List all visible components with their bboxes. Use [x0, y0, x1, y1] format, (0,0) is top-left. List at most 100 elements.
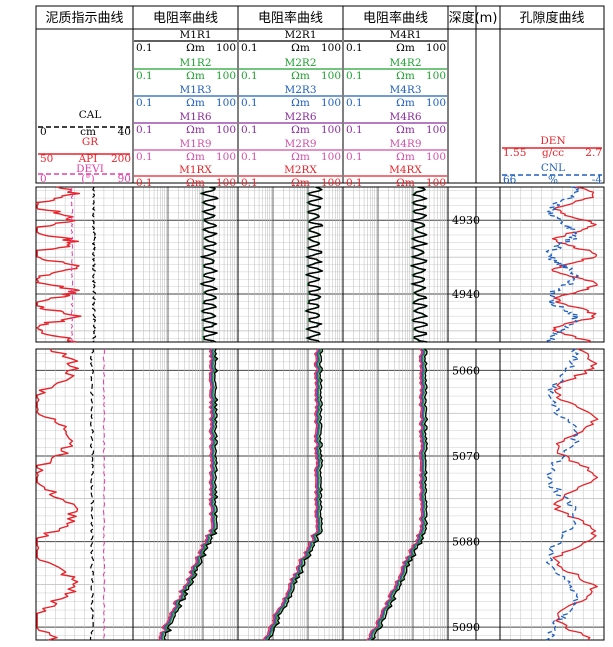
resistivity-curve	[305, 186, 324, 343]
scale-max: 100	[216, 151, 236, 163]
scale-min: 0.1	[241, 70, 258, 82]
curve-name-m1r9: M1R9	[179, 138, 211, 150]
scale-max: 2.7	[585, 147, 602, 159]
scale-unit: Ωm	[291, 151, 310, 163]
den-curve	[551, 186, 598, 343]
cnl-curve	[545, 348, 580, 641]
scale-min: 0.1	[346, 97, 363, 109]
track-title: 泥质指示曲线	[45, 11, 123, 26]
scale-max: 100	[426, 70, 446, 82]
scale-unit: Ωm	[396, 97, 415, 109]
scale-unit: Ωm	[396, 151, 415, 163]
resistivity-curve	[368, 348, 426, 641]
curve-name-m2r9: M2R9	[284, 138, 316, 150]
curve-name-m1r2: M1R2	[179, 57, 211, 69]
resistivity-curve	[161, 348, 217, 641]
resistivity-curve	[369, 348, 427, 641]
scale-max: 100	[216, 70, 236, 82]
scale-unit: %	[548, 174, 558, 186]
scale-min: 0.1	[346, 177, 363, 189]
scale-unit: Ωm	[186, 177, 205, 189]
scale-min: 0.1	[241, 151, 258, 163]
curve-name-m2rx: M2RX	[284, 164, 317, 176]
resistivity-curve	[264, 348, 320, 641]
curve-name-m4r1: M4R1	[389, 29, 421, 41]
gr-curve	[36, 348, 79, 641]
track-title: 深度(m)	[449, 10, 498, 26]
scale-unit: Ωm	[186, 124, 205, 136]
scale-max: 100	[426, 97, 446, 109]
resistivity-curve	[366, 348, 424, 641]
resistivity-curve	[367, 348, 425, 641]
scale-unit: g/cc	[542, 147, 564, 159]
scale-unit: (°)	[81, 173, 94, 185]
depth-tick-label: 5060	[452, 364, 480, 377]
curve-name-m4r3: M4R3	[389, 84, 421, 96]
curve-name-m1rx: M1RX	[179, 164, 212, 176]
depth-tick-label: 4940	[452, 288, 480, 301]
scale-min: 0.1	[136, 97, 153, 109]
scale-unit: Ωm	[291, 42, 310, 54]
scale-max: 100	[216, 177, 236, 189]
resistivity-curve	[371, 348, 429, 641]
resistivity-curve	[267, 348, 324, 641]
scale-min: 0.1	[346, 70, 363, 82]
scale-unit: Ωm	[186, 151, 205, 163]
scale-max: 90	[118, 173, 131, 185]
scale-max: 100	[321, 124, 341, 136]
scale-unit: Ωm	[291, 70, 310, 82]
scale-max: 100	[321, 177, 341, 189]
scale-min: 1.55	[503, 147, 526, 159]
scale-unit: Ωm	[186, 42, 205, 54]
scale-unit: Ωm	[186, 97, 205, 109]
depth-tick-label: 5090	[452, 621, 480, 634]
curve-name-m2r1: M2R1	[284, 29, 316, 41]
scale-max: 100	[321, 42, 341, 54]
curve-name-m4r9: M4R9	[389, 138, 421, 150]
track-title: 电阻率曲线	[258, 10, 323, 26]
scale-min: 0.1	[241, 97, 258, 109]
scale-unit: API	[78, 153, 98, 165]
resistivity-curve	[159, 348, 214, 641]
curve-name-m1r3: M1R3	[179, 84, 211, 96]
cnl-curve	[545, 186, 581, 343]
curve-name-m4r2: M4R2	[389, 57, 421, 69]
gr-curve	[36, 186, 82, 343]
curve-name-m2r3: M2R3	[284, 84, 316, 96]
scale-min: 0.1	[136, 151, 153, 163]
cal-curve	[91, 186, 97, 343]
scale-max: 100	[321, 70, 341, 82]
scale-min: 0.1	[136, 177, 153, 189]
resistivity-curve	[366, 348, 423, 641]
resistivity-curve	[160, 348, 215, 641]
scale-min: 0	[40, 173, 47, 185]
curve-name-gr: GR	[82, 136, 99, 148]
scale-max: 100	[426, 151, 446, 163]
resistivity-curve	[262, 348, 318, 641]
scale-unit: cm	[80, 126, 96, 138]
track-title: 孔隙度曲线	[519, 10, 584, 26]
scale-max: 100	[216, 124, 236, 136]
scale-max: 40	[118, 126, 131, 138]
scale-min: 0.1	[136, 124, 153, 136]
resistivity-curve	[266, 348, 322, 641]
scale-unit: Ωm	[186, 70, 205, 82]
scale-max: 100	[216, 97, 236, 109]
curve-name-m4rx: M4RX	[389, 164, 422, 176]
scale-max: 100	[426, 42, 446, 54]
scale-min: 0.1	[241, 124, 258, 136]
scale-min: 50	[40, 153, 53, 165]
resistivity-curve	[200, 186, 219, 343]
cal-curve	[89, 348, 95, 641]
den-curve	[552, 348, 599, 641]
header-frame	[35, 5, 605, 184]
scale-unit: Ωm	[396, 70, 415, 82]
resistivity-curve	[160, 348, 216, 641]
scale-unit: Ωm	[396, 42, 415, 54]
scale-unit: Ωm	[291, 177, 310, 189]
scale-unit: Ωm	[396, 177, 415, 189]
curve-name-m1r6: M1R6	[179, 111, 211, 123]
scale-max: 100	[426, 177, 446, 189]
scale-max: 200	[111, 153, 131, 165]
resistivity-curve	[263, 348, 319, 641]
